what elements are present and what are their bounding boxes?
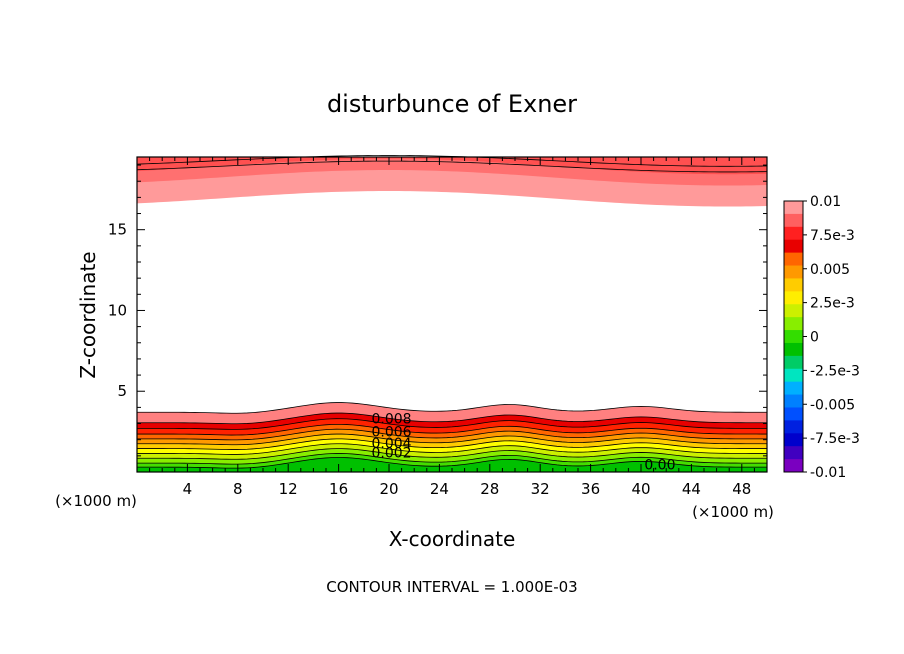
contour-line	[137, 457, 767, 469]
contour-line	[137, 402, 767, 414]
contour-line	[137, 423, 767, 436]
colorbar-swatch	[784, 239, 803, 254]
contour-line	[137, 428, 767, 441]
colorbar-label: 0.005	[810, 262, 850, 278]
colorbar-label: 2.5e-3	[810, 296, 855, 312]
colorbar-label: 7.5e-3	[810, 228, 855, 244]
colorbar: 0.01 7.5e-3 0.005 2.5e-3 0 -2.5e-3 -0.005 -7.5e…	[783, 194, 860, 481]
contour-interval-footer: CONTOUR INTERVAL = 1.000E-03	[326, 578, 577, 596]
colorbar-swatch	[784, 330, 803, 344]
x-tick-label: 32	[531, 480, 550, 498]
contour-label: 0.006	[371, 424, 411, 440]
colorbar-label: -2.5e-3	[810, 363, 860, 379]
contour-line	[137, 448, 767, 460]
y-tick-label: 10	[108, 301, 127, 319]
colorbar-swatch	[784, 407, 803, 421]
colorbar-swatch	[784, 355, 803, 370]
colorbar-swatch	[784, 278, 803, 292]
colorbar-swatch	[784, 213, 803, 228]
colorbar-label: -7.5e-3	[810, 431, 860, 447]
colorbar-label: 0.01	[810, 194, 841, 210]
colorbar-swatch	[784, 304, 803, 318]
colorbar-swatch	[784, 459, 803, 473]
contour-line	[137, 453, 767, 465]
x-unit-right: (×1000 m)	[692, 503, 774, 521]
x-tick-label: 28	[480, 480, 499, 498]
colorbar-label: 0	[810, 330, 819, 346]
colorbar-swatch	[784, 368, 803, 383]
contour-lines	[136, 155, 768, 469]
contour-band	[137, 457, 767, 472]
x-axis: 4 8 12 16 20 24 28 32 36 40 44 48	[136, 157, 768, 498]
colorbar-swatch	[784, 201, 803, 215]
x-unit-left: (×1000 m)	[55, 492, 137, 510]
colorbar-swatch	[784, 342, 803, 357]
contour-line	[137, 418, 767, 430]
contour-line	[137, 438, 768, 450]
contour-line	[137, 433, 767, 446]
x-tick-label: 48	[732, 480, 751, 498]
x-tick-label: 24	[430, 480, 449, 498]
colorbar-swatch	[784, 381, 803, 396]
colorbar-swatch	[784, 265, 803, 279]
x-tick-label: 16	[329, 480, 348, 498]
contour-label: 0.002	[371, 445, 411, 461]
colorbar-swatch	[784, 446, 803, 460]
y-axis: 5 10 15	[108, 164, 767, 473]
y-axis-label: Z-coordinate	[76, 251, 100, 378]
y-tick-label: 5	[117, 382, 127, 400]
colorbar-swatch	[784, 433, 803, 447]
x-axis-label: X-coordinate	[389, 527, 516, 551]
x-tick-label: 4	[183, 480, 193, 498]
colorbar-swatch	[784, 226, 803, 241]
contour-line	[137, 412, 767, 425]
colorbar-swatch	[784, 317, 803, 331]
x-tick-label: 20	[379, 480, 398, 498]
colorbar-swatch	[784, 420, 803, 434]
colorbar-swatch	[784, 291, 803, 305]
colorbar-swatch	[784, 252, 803, 267]
x-tick-label: 36	[581, 480, 600, 498]
colorbar-label: -0.005	[810, 397, 855, 413]
contour-label: 0.00	[644, 458, 675, 474]
y-tick-label: 15	[108, 221, 127, 239]
x-tick-label: 12	[279, 480, 298, 498]
contour-line	[136, 155, 768, 167]
chart-title: disturbunce of Exner	[327, 90, 577, 118]
x-tick-label: 40	[631, 480, 650, 498]
x-tick-label: 44	[682, 480, 701, 498]
contour-band	[137, 157, 767, 175]
contour-label: 0.008	[371, 412, 411, 428]
colorbar-label: -0.01	[810, 465, 846, 481]
contour-label: 0.004	[371, 436, 411, 452]
x-tick-label: 8	[233, 480, 243, 498]
colorbar-swatch	[784, 394, 803, 408]
contour-line	[136, 160, 768, 173]
contour-line	[137, 443, 767, 455]
